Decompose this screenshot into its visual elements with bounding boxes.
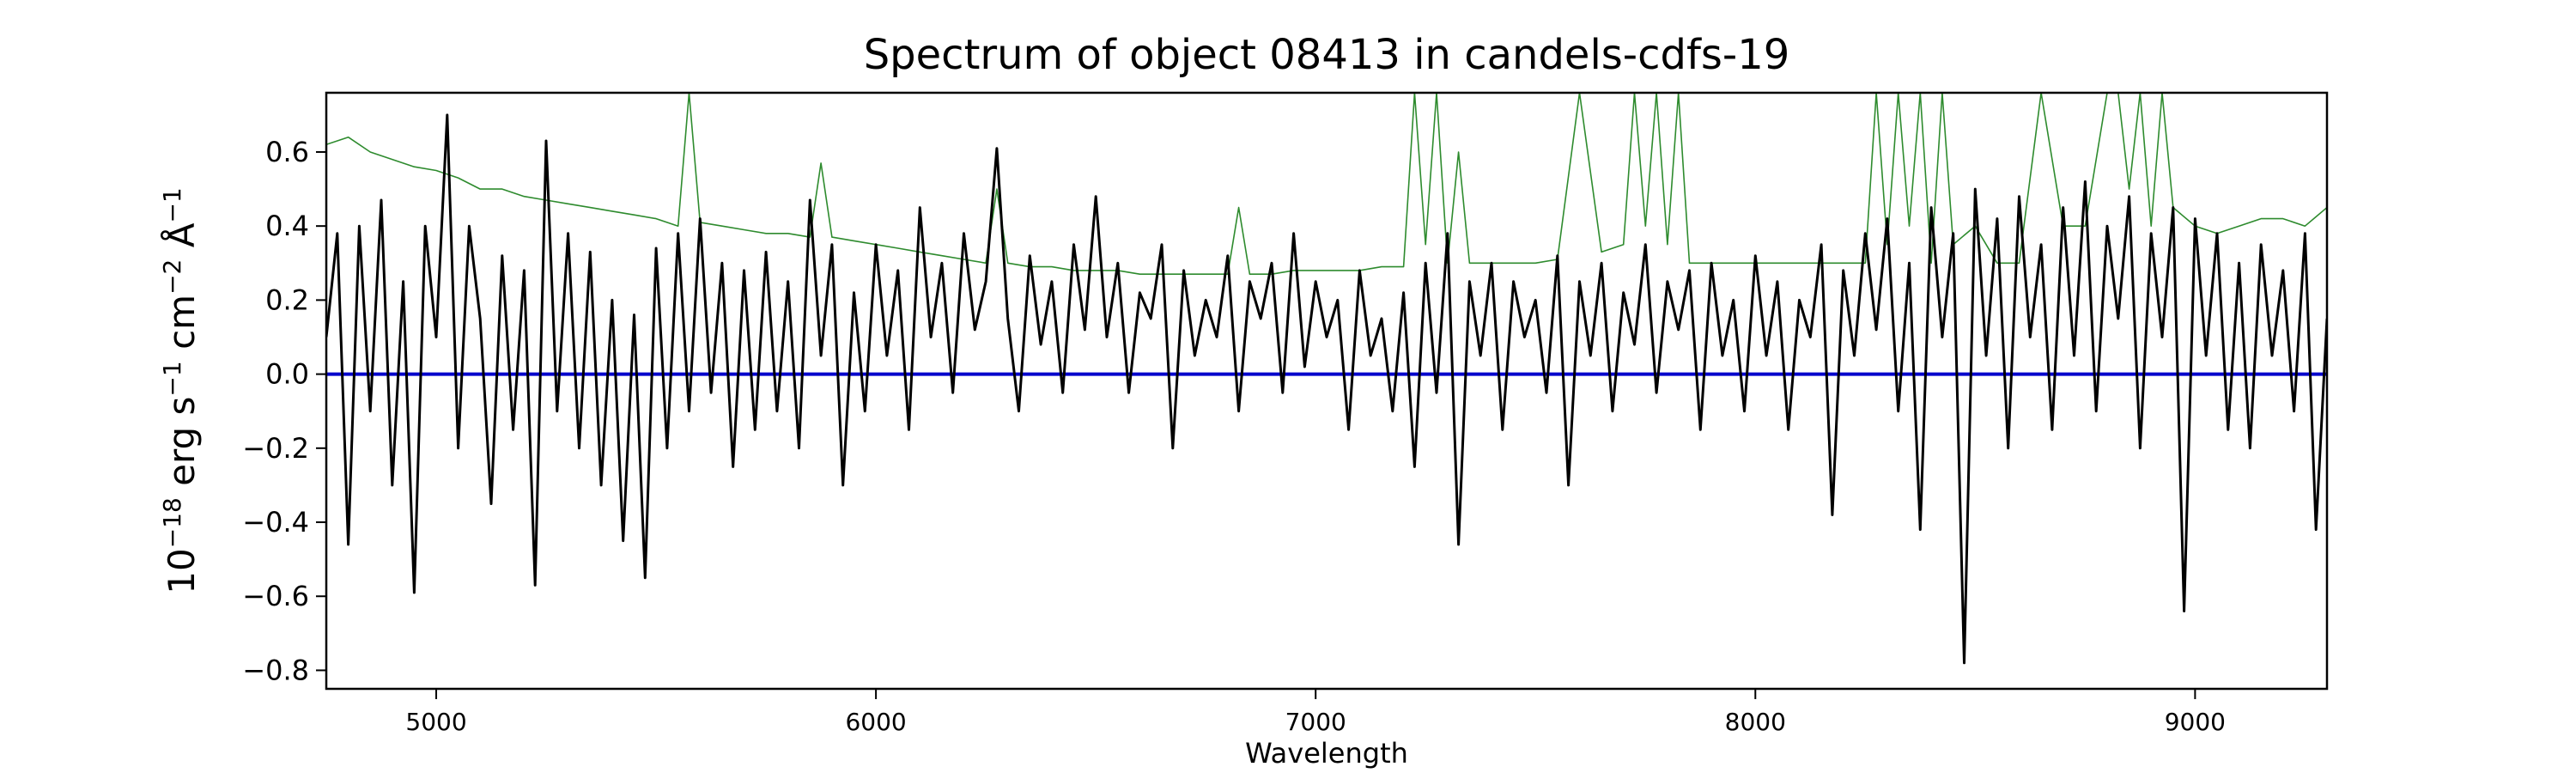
y-tick-label: −0.4 bbox=[242, 506, 309, 539]
plot-area bbox=[326, 93, 2327, 665]
y-tick-label: −0.2 bbox=[242, 432, 309, 465]
x-tick-label: 6000 bbox=[845, 708, 906, 736]
series-flux-line bbox=[326, 113, 2327, 665]
ylabel-exp2: −1 bbox=[158, 361, 186, 396]
x-tick-label: 5000 bbox=[405, 708, 466, 736]
series-error-line bbox=[326, 93, 2327, 276]
ylabel-exp4: −1 bbox=[158, 187, 186, 222]
x-axis-label: Wavelength bbox=[1245, 737, 1408, 770]
y-tick-label: 0.0 bbox=[265, 358, 309, 391]
ylabel-prefix: 10 bbox=[161, 548, 203, 593]
y-tick-label: −0.6 bbox=[242, 580, 309, 612]
chart-title: Spectrum of object 08413 in candels-cdfs… bbox=[864, 31, 1790, 79]
y-tick-label: 0.6 bbox=[265, 136, 309, 168]
x-tick-label: 7000 bbox=[1285, 708, 1346, 736]
y-tick-label: 0.4 bbox=[265, 210, 309, 242]
ylabel-exp1: −18 bbox=[158, 497, 186, 548]
ylabel-cm: cm bbox=[161, 295, 203, 361]
y-axis: 0.6 0.4 0.2 0.0 −0.2 −0.4 −0.6 −0.8 bbox=[242, 136, 326, 686]
axes-frame bbox=[325, 91, 2329, 691]
ylabel-exp3: −2 bbox=[158, 259, 186, 295]
x-axis: 5000 6000 7000 8000 9000 bbox=[405, 689, 2226, 736]
y-axis-label: 10−18 erg s−1 cm−2 Å−1 bbox=[158, 187, 203, 593]
x-tick-label: 8000 bbox=[1725, 708, 1786, 736]
ylabel-ang: Å bbox=[160, 222, 203, 259]
ylabel-erg: erg s bbox=[161, 397, 203, 498]
y-tick-label: 0.2 bbox=[265, 283, 309, 316]
x-tick-label: 9000 bbox=[2165, 708, 2226, 736]
y-tick-label: −0.8 bbox=[242, 654, 309, 686]
